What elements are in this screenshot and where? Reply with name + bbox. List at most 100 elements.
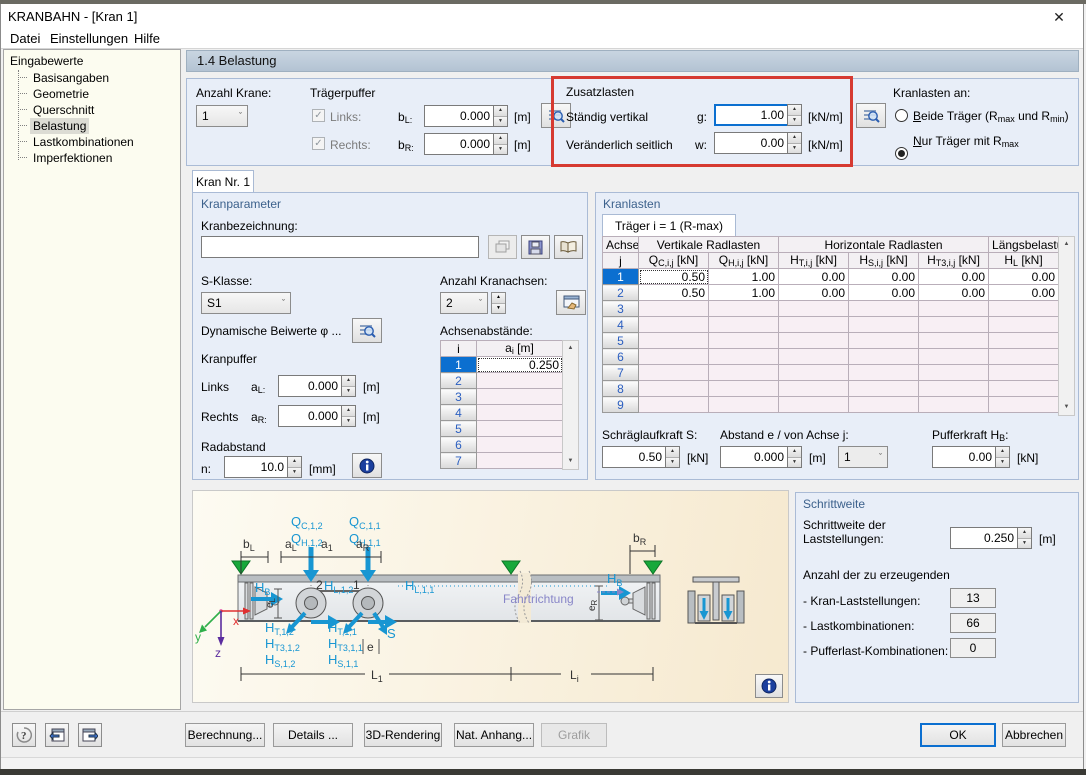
scroll-up-icon[interactable]: ▲ bbox=[1059, 237, 1074, 252]
berechnung-button[interactable]: Berechnung... bbox=[185, 723, 265, 747]
spin-up-icon[interactable]: ▲ bbox=[494, 106, 507, 117]
sidebar-item-belastung[interactable]: Belastung bbox=[30, 118, 90, 134]
grafik-button[interactable]: Grafik bbox=[541, 723, 607, 747]
tab-kran-nr-1[interactable]: Kran Nr. 1 bbox=[192, 170, 254, 193]
rendering-button[interactable]: 3D-Rendering bbox=[364, 723, 442, 747]
spin-up-icon[interactable]: ▲ bbox=[342, 376, 355, 387]
top-dimensions bbox=[240, 545, 656, 574]
spin-down-icon[interactable]: ▼ bbox=[494, 144, 507, 154]
dock-left-button[interactable] bbox=[45, 723, 69, 747]
spin-down-icon[interactable]: ▼ bbox=[288, 467, 301, 477]
table-row: 9 bbox=[602, 396, 1060, 413]
spin-up-icon[interactable]: ▲ bbox=[996, 447, 1009, 458]
ar-input[interactable]: ▲▼ bbox=[278, 405, 356, 427]
spin-down-icon[interactable]: ▼ bbox=[342, 386, 355, 396]
spin-up-icon[interactable]: ▲ bbox=[788, 105, 801, 116]
kranlasten-table[interactable]: Achse Vertikale Radlasten Horizontale Ra… bbox=[602, 236, 1060, 413]
radabstand-input[interactable]: ▲▼ bbox=[224, 456, 302, 478]
menu-hilfe[interactable]: Hilfe bbox=[134, 31, 161, 46]
radabstand-title: Radabstand bbox=[201, 440, 266, 454]
apply-axes-button[interactable] bbox=[556, 290, 586, 315]
buffer-force-arrows bbox=[251, 586, 631, 606]
spin-down-icon[interactable]: ▼ bbox=[1018, 538, 1031, 548]
anzahl-krane-select[interactable]: 1 ˇ bbox=[196, 105, 248, 127]
copy-crane-button[interactable] bbox=[488, 235, 517, 259]
tab-traeger-1[interactable]: Träger i = 1 (R-max) bbox=[602, 214, 736, 236]
achsenabstaende-table[interactable]: i ai [m] 1 0.250 2 3 4 5 6 7 bbox=[440, 340, 563, 469]
spin-up-icon[interactable]: ▲ bbox=[788, 133, 801, 144]
s-klasse-select[interactable]: S1 ˇ bbox=[201, 292, 291, 314]
w-unit: [kN/m] bbox=[808, 138, 843, 152]
scroll-up-icon[interactable]: ▲ bbox=[563, 341, 578, 356]
top-controls-panel bbox=[186, 78, 1079, 166]
radabstand-info-button[interactable] bbox=[352, 453, 382, 478]
schrittweite-input[interactable]: ▲▼ bbox=[950, 527, 1032, 549]
bl-input[interactable]: ▲▼ bbox=[424, 105, 508, 127]
tree-root-eingabewerte[interactable]: Eingabewerte bbox=[10, 54, 84, 68]
spin-up-icon[interactable]: ▲ bbox=[342, 406, 355, 417]
help-button[interactable]: ? bbox=[12, 723, 36, 747]
svg-text:?: ? bbox=[21, 730, 27, 742]
crane-wheels bbox=[295, 587, 384, 619]
nat-anhang-button[interactable]: Nat. Anhang... bbox=[454, 723, 534, 747]
label-li: Li bbox=[570, 668, 579, 684]
details-button[interactable]: Details ... bbox=[273, 723, 353, 747]
w-input[interactable]: ▲▼ bbox=[714, 132, 802, 154]
menu-datei[interactable]: Datei bbox=[10, 31, 41, 46]
rechts-checkbox[interactable]: ✓ bbox=[312, 137, 325, 150]
spin-down-icon[interactable]: ▼ bbox=[494, 116, 507, 126]
spin-down-icon[interactable]: ▼ bbox=[996, 457, 1009, 467]
spin-up-icon[interactable]: ▲ bbox=[494, 134, 507, 145]
dyn-beiwerte-button[interactable] bbox=[352, 318, 382, 343]
table-row: 7 bbox=[602, 364, 1060, 381]
g-input[interactable]: ▲▼ bbox=[714, 104, 802, 126]
sidebar-item-imperfektionen[interactable]: Imperfektionen bbox=[33, 151, 113, 165]
spin-up-icon[interactable]: ▲ bbox=[492, 293, 505, 304]
spin-down-icon[interactable]: ▼ bbox=[788, 115, 801, 125]
schraeglaufkraft-input[interactable]: ▲▼ bbox=[602, 446, 680, 468]
nur-traeger-radio[interactable] bbox=[895, 147, 908, 160]
abstand-achse-select[interactable]: 1 ˇ bbox=[838, 446, 888, 468]
spin-down-icon[interactable]: ▼ bbox=[492, 303, 505, 313]
label-hl11: HL,1,1 bbox=[405, 578, 434, 595]
abstand-input[interactable]: ▲▼ bbox=[720, 446, 802, 468]
scroll-down-icon[interactable]: ▼ bbox=[1059, 400, 1074, 415]
spin-up-icon[interactable]: ▲ bbox=[288, 457, 301, 468]
ok-button[interactable]: OK bbox=[920, 723, 996, 747]
achsen-scrollbar[interactable]: ▲ ▼ bbox=[562, 340, 579, 470]
spin-down-icon[interactable]: ▼ bbox=[666, 457, 679, 467]
chevron-down-icon: ˇ bbox=[479, 298, 482, 308]
zusatzlasten-details-button[interactable] bbox=[856, 103, 886, 128]
beide-traeger-radio[interactable] bbox=[895, 109, 908, 122]
menu-einstellungen[interactable]: Einstellungen bbox=[50, 31, 129, 46]
spin-up-icon[interactable]: ▲ bbox=[1018, 528, 1031, 539]
kranlasten-scrollbar[interactable]: ▲ ▼ bbox=[1058, 236, 1075, 416]
abbrechen-button[interactable]: Abbrechen bbox=[1002, 723, 1066, 747]
diagram-info-button[interactable] bbox=[755, 674, 783, 698]
sidebar-item-querschnitt[interactable]: Querschnitt bbox=[33, 103, 95, 117]
spin-up-icon[interactable]: ▲ bbox=[666, 447, 679, 458]
sidebar-item-geometrie[interactable]: Geometrie bbox=[33, 87, 90, 101]
al-input[interactable]: ▲▼ bbox=[278, 375, 356, 397]
spin-up-icon[interactable]: ▲ bbox=[788, 447, 801, 458]
spin-down-icon[interactable]: ▼ bbox=[342, 416, 355, 426]
anzahl-kranachsen-select[interactable]: 2 ˇ bbox=[440, 292, 488, 314]
sidebar-item-lastkombinationen[interactable]: Lastkombinationen bbox=[33, 135, 134, 149]
table-row: 1 0.250 bbox=[440, 356, 563, 373]
spin-down-icon[interactable]: ▼ bbox=[788, 457, 801, 467]
copy-icon bbox=[495, 240, 510, 253]
save-crane-button[interactable] bbox=[521, 235, 550, 259]
scroll-down-icon[interactable]: ▼ bbox=[563, 454, 578, 469]
br-input[interactable]: ▲▼ bbox=[424, 133, 508, 155]
crane-library-button[interactable] bbox=[554, 235, 583, 259]
spin-down-icon[interactable]: ▼ bbox=[788, 143, 801, 153]
kranachsen-stepper[interactable]: ▲ ▼ bbox=[491, 292, 506, 314]
sidebar-item-basisangaben[interactable]: Basisangaben bbox=[33, 71, 110, 85]
kranlasten-an-title: Kranlasten an: bbox=[893, 86, 971, 100]
dock-right-button[interactable] bbox=[78, 723, 102, 747]
pufferkraft-input[interactable]: ▲▼ bbox=[932, 446, 1010, 468]
close-button[interactable]: ✕ bbox=[1040, 6, 1078, 28]
col-hs: HS,i,j [kN] bbox=[848, 252, 919, 269]
links-checkbox[interactable]: ✓ bbox=[312, 109, 325, 122]
kranbezeichnung-input[interactable] bbox=[201, 236, 479, 258]
